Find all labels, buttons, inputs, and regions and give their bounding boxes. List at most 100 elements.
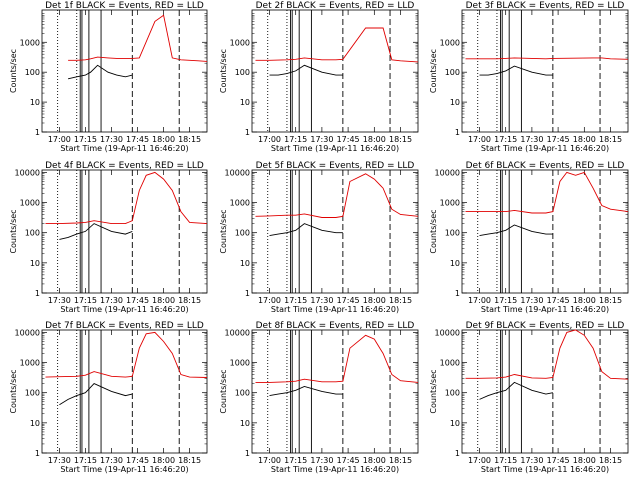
y-tick-label: 1000 [230,38,250,47]
x-tick-label: 17:45 [547,296,570,305]
x-axis-label: Start Time (19-Apr-11 16:46:20) [481,144,609,153]
y-tick-label: 100 [235,68,250,77]
x-tick-label: 17:00 [258,135,281,144]
x-tick-label: 17:15 [284,135,307,144]
x-tick-label: 17:00 [468,296,491,305]
plot-frame [251,9,419,133]
y-tick-label: 1000 [20,38,40,47]
detector-panel-7: Det 7f BLACK = Events, RED = LLD 1 10 100 10… [9,321,208,474]
x-tick-label: 18:00 [152,296,175,305]
x-tick-label: 17:30 [48,296,71,305]
y-tick-label: 100 [25,229,40,238]
y-axis-label: Counts/sec [429,49,438,93]
y-tick-label: 1000 [440,359,460,368]
detector-panel-4: Det 4f BLACK = Events, RED = LLD 1 10 100 10… [9,161,208,314]
x-tick-label: 17:15 [74,135,97,144]
x-tick-label: 18:15 [178,456,201,465]
y-tick-label: 10 [30,98,40,107]
x-tick-label: 17:30 [100,135,123,144]
y-tick-label: 1000 [230,199,250,208]
y-tick-label: 1000 [20,359,40,368]
panel-title: Det 9f BLACK = Events, RED = LLD [466,321,625,331]
lld-series-line [255,173,419,218]
y-axis-label: Counts/sec [219,49,228,93]
y-tick-label: 10000 [225,328,250,337]
x-tick-label: 17:15 [284,456,307,465]
x-tick-label: 17:45 [547,135,570,144]
lld-series-line [255,334,419,383]
x-tick-label: 18:15 [178,135,201,144]
x-axis-label: Start Time (19-Apr-11 16:46:20) [60,144,188,153]
x-tick-label: 17:15 [494,296,517,305]
x-tick-label: 17:15 [74,296,97,305]
events-series-line [479,381,553,400]
lld-series-line [465,171,629,214]
x-tick-label: 18:00 [573,135,596,144]
y-tick-label: 1 [35,289,40,298]
y-tick-label: 10 [240,259,250,268]
x-tick-label: 17:15 [284,296,307,305]
x-tick-label: 17:45 [337,296,360,305]
events-series-line [269,386,343,397]
x-tick-label: 18:15 [389,135,412,144]
y-tick-label: 100 [445,68,460,77]
x-tick-label: 17:30 [48,456,71,465]
x-tick-label: 18:15 [389,296,412,305]
detector-panel-2: Det 2f BLACK = Events, RED = LLD 1 10 100 10… [219,1,419,153]
y-tick-label: 10000 [225,168,250,177]
events-series-line [479,224,553,237]
lld-series-line [68,14,208,62]
x-tick-label: 17:00 [468,135,491,144]
y-tick-label: 100 [445,389,460,398]
x-tick-label: 18:00 [363,456,386,465]
x-tick-label: 17:45 [547,456,570,465]
events-series-line [269,64,343,76]
x-tick-label: 17:15 [494,135,517,144]
y-tick-label: 10000 [15,168,40,177]
x-tick-label: 17:30 [520,456,543,465]
y-tick-label: 100 [235,389,250,398]
plot-frame [251,329,419,454]
y-tick-label: 1 [455,128,460,137]
y-axis-label: Counts/sec [9,209,18,253]
x-tick-label: 17:45 [126,135,149,144]
x-tick-label: 17:15 [494,456,517,465]
y-tick-label: 10 [240,98,250,107]
y-axis-label: Counts/sec [429,369,438,413]
x-tick-label: 17:00 [258,296,281,305]
events-series-line [67,64,133,80]
y-tick-label: 100 [445,229,460,238]
panel-title: Det 6f BLACK = Events, RED = LLD [466,161,625,171]
x-tick-label: 18:15 [599,135,622,144]
x-tick-label: 18:15 [178,296,201,305]
y-tick-label: 10 [30,419,40,428]
plot-frame [41,329,208,454]
panel-title: Det 1f BLACK = Events, RED = LLD [45,1,204,11]
y-tick-label: 10 [30,259,40,268]
lld-series-line [465,57,629,60]
x-tick-label: 17:45 [337,135,360,144]
plot-frame [41,169,208,294]
events-series-line [479,65,553,76]
panel-title: Det 7f BLACK = Events, RED = LLD [45,321,204,331]
plot-frame [41,9,208,133]
panel-title: Det 2f BLACK = Events, RED = LLD [256,1,415,11]
y-axis-label: Counts/sec [9,49,18,93]
x-tick-label: 17:30 [310,296,333,305]
lld-series-line [45,171,208,225]
x-tick-label: 17:30 [100,456,123,465]
y-tick-label: 10 [450,419,460,428]
panel-title: Det 5f BLACK = Events, RED = LLD [256,161,415,171]
y-tick-label: 1000 [440,199,460,208]
x-tick-label: 17:00 [468,456,491,465]
y-tick-label: 1 [455,289,460,298]
x-tick-label: 18:00 [573,296,596,305]
x-tick-label: 17:30 [520,296,543,305]
lld-series-line [45,331,208,378]
y-tick-label: 1 [35,449,40,458]
y-tick-label: 1000 [440,38,460,47]
y-axis-label: Counts/sec [219,369,228,413]
x-tick-label: 18:00 [363,296,386,305]
plot-frame [461,9,629,133]
